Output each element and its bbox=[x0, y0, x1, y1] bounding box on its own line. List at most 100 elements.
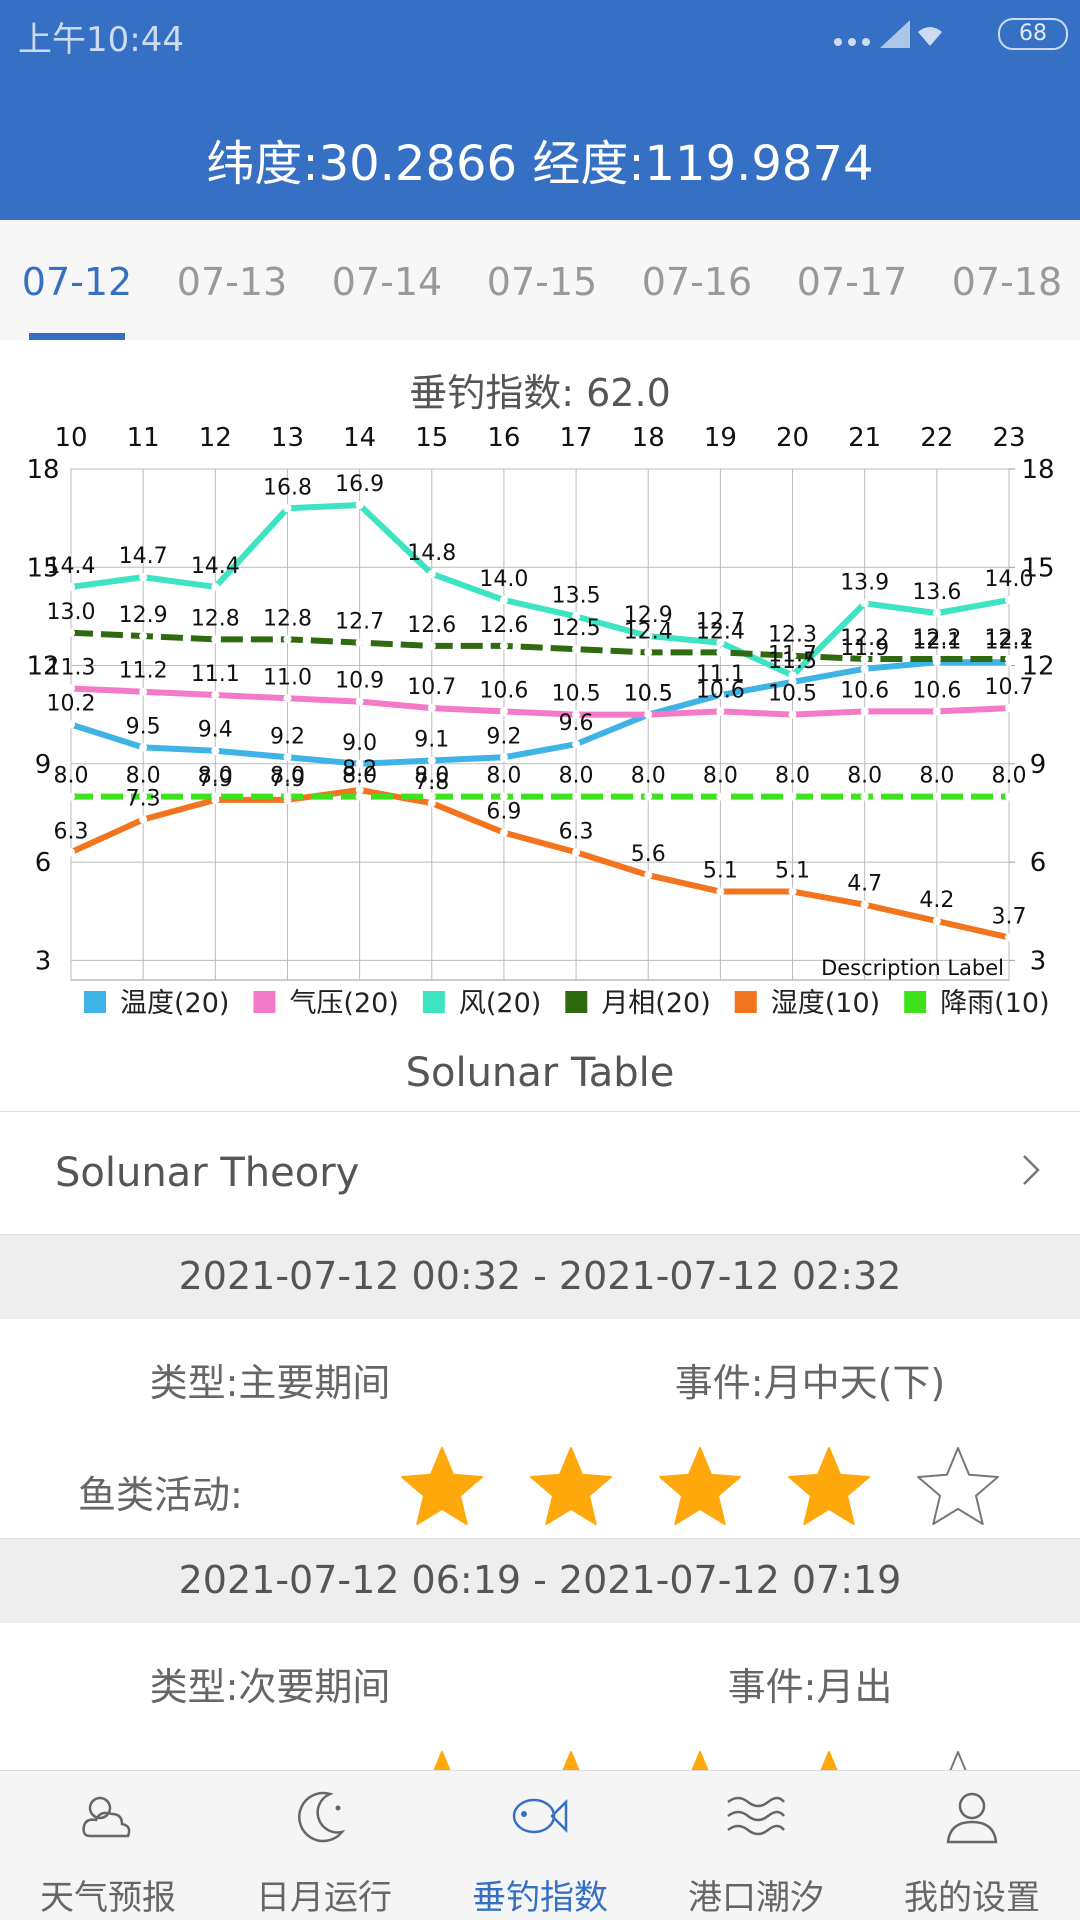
data-label: 7.3 bbox=[126, 786, 161, 811]
point bbox=[67, 582, 75, 591]
point bbox=[67, 848, 75, 857]
data-label: 16.9 bbox=[335, 472, 384, 497]
data-label: 8.0 bbox=[414, 764, 449, 789]
data-label: 12.6 bbox=[407, 613, 456, 638]
tab[interactable]: 07-18 bbox=[951, 260, 1063, 304]
data-label: 8.0 bbox=[270, 764, 305, 789]
point bbox=[716, 887, 725, 896]
data-label: 14.7 bbox=[119, 544, 168, 569]
data-label: 8.0 bbox=[992, 764, 1027, 789]
theory-row[interactable]: Solunar Theory bbox=[55, 1150, 360, 1196]
tab[interactable]: 07-15 bbox=[486, 260, 598, 304]
period-event: 事件:月出 bbox=[727, 1665, 893, 1709]
data-label: 13.9 bbox=[840, 570, 889, 595]
data-label: 11.5 bbox=[768, 649, 817, 674]
point bbox=[572, 792, 581, 801]
nav-label[interactable]: 港口潮汐 bbox=[688, 1878, 824, 1918]
legend-label: 风(20) bbox=[459, 988, 541, 1019]
tab[interactable]: 07-17 bbox=[796, 260, 908, 304]
status-icons bbox=[834, 20, 942, 48]
header-title: 纬度:30.2866 经度:119.9874 bbox=[206, 136, 874, 192]
point bbox=[788, 710, 797, 719]
nav-label[interactable]: 天气预报 bbox=[40, 1878, 176, 1918]
data-label: 8.0 bbox=[342, 764, 377, 789]
series-line bbox=[69, 787, 1010, 941]
x-tick-label: 14 bbox=[343, 423, 376, 453]
data-label: 8.0 bbox=[198, 764, 233, 789]
data-label: 12.7 bbox=[335, 610, 384, 635]
x-tick-label: 22 bbox=[920, 423, 953, 453]
battery: 68 bbox=[998, 18, 1068, 50]
data-label: 9.4 bbox=[198, 718, 233, 743]
status-time: 上午10:44 bbox=[18, 20, 184, 60]
point bbox=[788, 792, 797, 801]
tab[interactable]: 07-13 bbox=[176, 260, 288, 304]
legend-swatch bbox=[253, 991, 276, 1013]
data-label: 3.7 bbox=[992, 904, 1027, 929]
series-line bbox=[70, 659, 1009, 767]
data-label: 8.0 bbox=[631, 764, 666, 789]
tab[interactable]: 07-12 bbox=[21, 260, 133, 304]
data-label: 10.5 bbox=[768, 682, 817, 707]
nav-label[interactable]: 垂钓指数 bbox=[472, 1878, 608, 1918]
data-label: 9.2 bbox=[486, 724, 521, 749]
data-label: 11.3 bbox=[47, 655, 96, 680]
point bbox=[67, 720, 75, 729]
y2-tick-label: 15 bbox=[1021, 553, 1054, 583]
y2-tick-label: 9 bbox=[1030, 750, 1047, 780]
point bbox=[644, 710, 653, 719]
legend-swatch bbox=[84, 991, 106, 1013]
bottom-nav-cover bbox=[0, 1770, 1080, 1920]
data-label: 8.0 bbox=[775, 764, 810, 789]
data-label: 4.7 bbox=[847, 872, 882, 897]
point bbox=[1005, 933, 1013, 942]
data-label: 14.0 bbox=[985, 567, 1034, 592]
point bbox=[211, 635, 220, 644]
data-label: 14.0 bbox=[479, 567, 528, 592]
data-label: 13.0 bbox=[47, 600, 96, 625]
point bbox=[283, 635, 292, 644]
data-label: 12.5 bbox=[552, 616, 601, 641]
point bbox=[427, 641, 436, 650]
point bbox=[1005, 792, 1013, 801]
legend-swatch bbox=[422, 991, 445, 1013]
tab[interactable]: 07-14 bbox=[331, 260, 443, 304]
stars bbox=[401, 1447, 999, 1525]
data-label: 12.6 bbox=[479, 613, 528, 638]
point bbox=[860, 900, 869, 909]
data-label: 11.1 bbox=[191, 662, 240, 687]
point bbox=[572, 740, 581, 749]
x-tick-label: 23 bbox=[992, 423, 1025, 453]
point bbox=[355, 786, 364, 795]
data-label: 13.6 bbox=[912, 580, 961, 605]
nav-label[interactable]: 日月运行 bbox=[256, 1878, 392, 1918]
data-label: 8.0 bbox=[919, 764, 954, 789]
point bbox=[427, 569, 436, 578]
point bbox=[1005, 596, 1013, 605]
data-label: 5.6 bbox=[631, 842, 666, 867]
data-label: 12.4 bbox=[696, 619, 745, 644]
nav-label[interactable]: 我的设置 bbox=[904, 1878, 1040, 1918]
point bbox=[211, 691, 220, 700]
data-label: 6.3 bbox=[559, 819, 594, 844]
y-tick-label: 6 bbox=[35, 848, 52, 878]
data-label: 7.9 bbox=[270, 767, 305, 792]
point bbox=[283, 792, 292, 801]
data-label: 9.2 bbox=[270, 724, 305, 749]
y-tick-label: 3 bbox=[35, 946, 52, 976]
point bbox=[932, 917, 941, 926]
data-label: 5.1 bbox=[775, 859, 810, 884]
point bbox=[499, 828, 508, 837]
data-label: 6.9 bbox=[486, 800, 521, 825]
x-tick-label: 19 bbox=[704, 423, 737, 453]
x-tick-label: 16 bbox=[487, 423, 520, 453]
data-label: 8.0 bbox=[559, 764, 594, 789]
data-label: 10.7 bbox=[407, 675, 456, 700]
point bbox=[139, 687, 148, 696]
tab[interactable]: 07-16 bbox=[641, 260, 753, 304]
y2-tick-label: 18 bbox=[1021, 455, 1054, 485]
data-label: 14.4 bbox=[191, 554, 240, 579]
data-label: 12.9 bbox=[624, 603, 673, 628]
point bbox=[716, 792, 725, 801]
